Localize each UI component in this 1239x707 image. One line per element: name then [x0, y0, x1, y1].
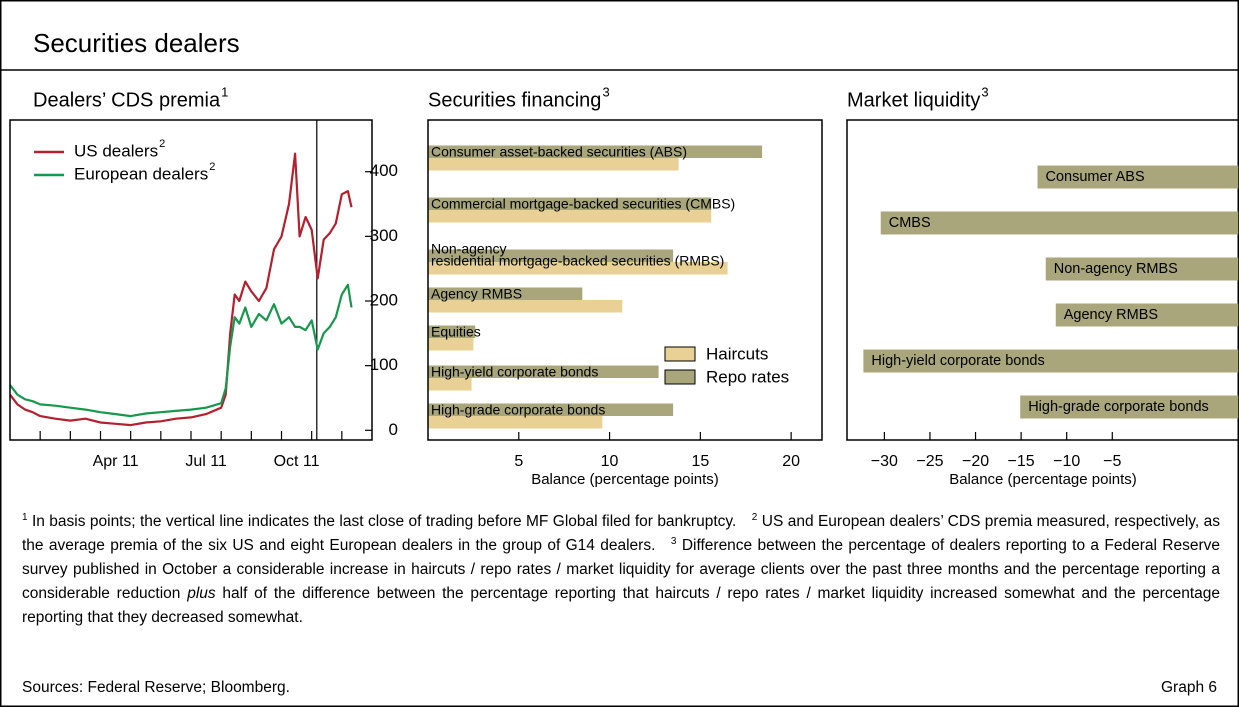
bar — [428, 158, 679, 171]
footnote-emphasis: plus — [187, 585, 216, 602]
footnote-text: In basis points; the vertical line indic… — [31, 513, 737, 530]
bar — [428, 416, 603, 429]
x-axis-label: Balance (percentage points) — [531, 471, 719, 488]
footer: Sources: Federal Reserve; Bloomberg. Grap… — [22, 679, 1217, 697]
x-tick-label: −5 — [1103, 453, 1121, 470]
bar-label: CMBS — [889, 215, 931, 231]
y-tick-label: 0 — [389, 420, 398, 439]
bar — [428, 403, 674, 416]
footnote-text: US and European dealers’ CDS premia meas… — [22, 513, 1220, 554]
x-tick-label: −10 — [1053, 453, 1080, 470]
legend-label: Repo rates — [706, 367, 789, 386]
x-tick-label: Oct 11 — [274, 453, 320, 470]
footnote-mark: 3 — [670, 535, 677, 547]
series-line — [9, 283, 353, 418]
x-tick-label: 10 — [601, 453, 619, 470]
footnote-text: half of the difference between the perce… — [22, 585, 1221, 626]
bar — [428, 249, 674, 262]
panel-title: Dealers’ CDS premia — [33, 89, 221, 111]
plot-frame — [9, 119, 373, 441]
bar — [1045, 257, 1239, 281]
bar — [428, 262, 728, 275]
bar — [1055, 303, 1239, 327]
footnote-mark: 1 — [22, 511, 28, 523]
category-label: residential mortgage-backed securities (… — [431, 253, 724, 269]
category-label: Consumer asset-backed securities (ABS) — [431, 144, 687, 160]
series-line — [9, 152, 353, 427]
legend-label: European dealers — [74, 164, 208, 183]
legend-label: US dealers — [74, 141, 158, 160]
y-tick-label: 400 — [370, 161, 398, 180]
footnotes: 1 In basis points; the vertical line ind… — [22, 510, 1220, 630]
bar — [428, 287, 583, 300]
legend-label: Haircuts — [706, 344, 768, 363]
bar — [428, 145, 763, 158]
footnote-text: Difference between the percentage of dea… — [22, 537, 1220, 602]
category-label: Agency RMBS — [431, 286, 522, 302]
bar — [428, 365, 659, 378]
superscript: 3 — [981, 84, 988, 99]
x-tick-label: −15 — [1008, 453, 1035, 470]
bar — [1037, 165, 1239, 189]
x-tick-label: −25 — [916, 453, 943, 470]
superscript: 1 — [221, 84, 228, 99]
superscript: 2 — [209, 161, 215, 173]
graph-label: Graph 6 — [1160, 679, 1217, 696]
superscript: 2 — [159, 138, 165, 150]
bar — [863, 349, 1239, 373]
legend-swatch — [664, 369, 696, 385]
x-tick-label: Jul 11 — [185, 453, 227, 470]
x-tick-label: Apr 11 — [93, 453, 139, 470]
bar-label: Non-agency RMBS — [1054, 261, 1178, 277]
panel-title: Market liquidity — [847, 89, 980, 111]
category-label: High-yield corporate bonds — [431, 364, 598, 380]
bar — [880, 211, 1239, 235]
bar — [1020, 395, 1239, 419]
category-label: High-grade corporate bonds — [431, 402, 605, 418]
bar — [428, 378, 472, 391]
y-tick-label: 300 — [370, 226, 398, 245]
bar — [428, 325, 476, 338]
x-tick-label: 5 — [514, 453, 523, 470]
bar — [428, 300, 623, 313]
plot-frame — [427, 119, 823, 441]
x-tick-label: −20 — [962, 453, 989, 470]
y-tick-label: 100 — [370, 355, 398, 374]
category-label: Equities — [431, 324, 481, 340]
x-tick-label: 20 — [782, 453, 800, 470]
panel-title: Securities financing — [428, 89, 601, 111]
x-axis-label: Balance (percentage points) — [949, 471, 1137, 488]
bar-label: High-yield corporate bonds — [871, 353, 1044, 369]
x-tick-label: 15 — [691, 453, 709, 470]
superscript: 3 — [602, 84, 609, 99]
bar — [428, 210, 712, 223]
plot-frame — [846, 119, 1239, 441]
bar — [428, 197, 712, 210]
sources: Sources: Federal Reserve; Bloomberg. — [22, 679, 290, 696]
bar-label: Consumer ABS — [1046, 169, 1145, 185]
bar-label: Agency RMBS — [1064, 307, 1158, 323]
bar-label: High-grade corporate bonds — [1028, 399, 1209, 415]
y-tick-label: 200 — [370, 290, 398, 309]
footnote-mark: 2 — [751, 511, 758, 523]
category-label: Non-agency — [431, 241, 507, 257]
legend-swatch — [664, 346, 696, 362]
category-label: Commercial mortgage-backed securities (C… — [431, 196, 735, 212]
bar — [428, 338, 474, 351]
title: Securities dealers — [33, 28, 240, 58]
x-tick-label: −30 — [871, 453, 898, 470]
